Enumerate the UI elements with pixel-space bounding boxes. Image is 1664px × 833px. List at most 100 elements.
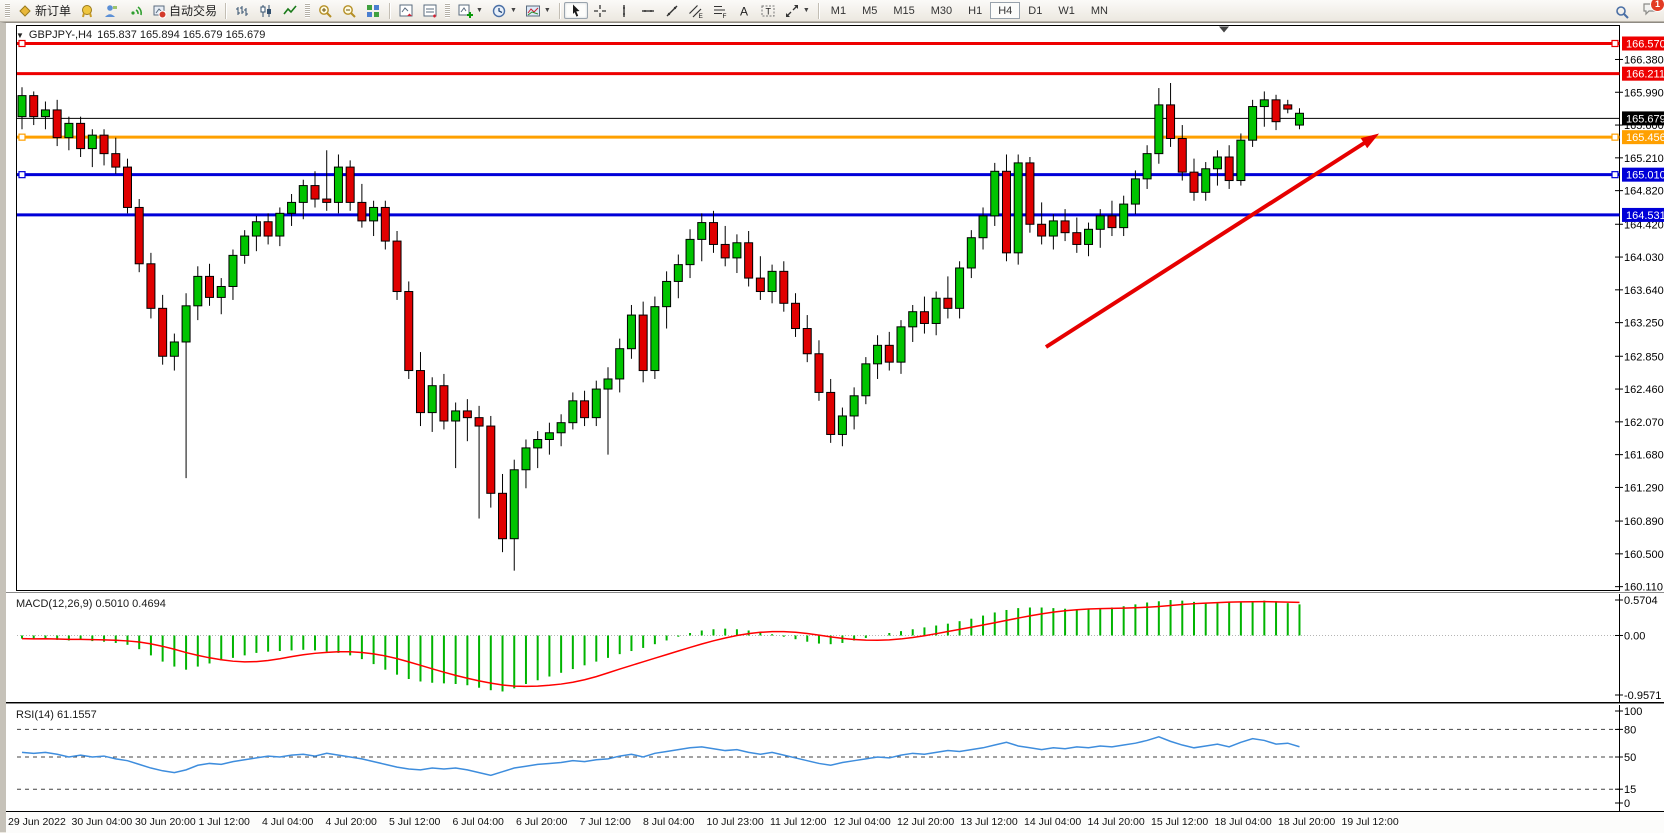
bars-icon <box>234 3 250 19</box>
time-tick-label: 11 Jul 12:00 <box>770 816 826 828</box>
line-handle[interactable] <box>1612 134 1618 140</box>
search-button[interactable] <box>1610 3 1634 20</box>
timeframe-m5-button[interactable]: M5 <box>854 2 885 19</box>
candle <box>358 202 366 220</box>
chevron-down-icon[interactable]: ▼ <box>803 7 810 14</box>
indicator-window-button[interactable] <box>394 2 418 19</box>
timeframe-mn-button[interactable]: MN <box>1083 2 1116 19</box>
arrows-button[interactable]: ▼ <box>780 2 814 19</box>
cursor-button[interactable] <box>564 2 588 19</box>
toolbar-separator <box>559 3 560 19</box>
candle <box>147 264 155 309</box>
main-chart-canvas[interactable]: 166.380165.990165.600165.210164.820164.4… <box>6 23 1664 592</box>
line-chart-button[interactable] <box>278 2 302 19</box>
candle <box>206 276 214 297</box>
candlestick-chart-button[interactable] <box>254 2 278 19</box>
candle <box>393 241 401 291</box>
horizontal-line-button[interactable] <box>636 2 660 19</box>
toolbar-grip <box>5 3 10 18</box>
gold-seal-icon-button[interactable] <box>75 2 99 19</box>
chevron-down-icon[interactable]: ▼ <box>510 7 517 14</box>
timeframe-h1-button[interactable]: H1 <box>960 2 990 19</box>
new-order-button-label: 新订单 <box>35 2 71 19</box>
macd-axis-label: 0.00 <box>1624 630 1645 642</box>
candle <box>815 354 823 393</box>
candle <box>416 371 424 413</box>
equidistant-channel-button[interactable]: E <box>684 2 708 19</box>
template-menu-button[interactable]: ▼ <box>521 2 555 19</box>
text-button[interactable]: A <box>732 2 756 19</box>
line-handle[interactable] <box>19 172 25 178</box>
time-tick-label: 18 Jul 04:00 <box>1215 816 1272 828</box>
notifications-button[interactable]: 1 <box>1642 1 1658 22</box>
time-tick-label: 4 Jul 20:00 <box>326 816 377 828</box>
chevron-down-icon[interactable]: ▼ <box>544 7 551 14</box>
chevron-down-icon[interactable]: ▼ <box>476 7 483 14</box>
time-tick-label: 13 Jul 12:00 <box>961 816 1018 828</box>
zoom-out-button[interactable] <box>337 2 361 19</box>
autotrading-button[interactable]: 自动交易 <box>147 2 221 19</box>
tiles-icon <box>365 3 381 19</box>
zoom-in-button[interactable] <box>313 2 337 19</box>
candle <box>381 207 389 241</box>
trendline-button[interactable] <box>660 2 684 19</box>
fibonacci-button[interactable]: F <box>708 2 732 19</box>
tile-windows-button[interactable] <box>361 2 385 19</box>
bar-chart-button[interactable] <box>230 2 254 19</box>
timeframe-w1-button[interactable]: W1 <box>1050 2 1083 19</box>
price-tick-label: 163.640 <box>1624 285 1664 297</box>
time-tick-label: 15 Jul 12:00 <box>1151 816 1208 828</box>
profile-chart-icon-button[interactable] <box>99 2 123 19</box>
candle <box>463 411 471 418</box>
line-handle[interactable] <box>1612 172 1618 178</box>
candle <box>1155 105 1163 154</box>
timeframe-m15-button[interactable]: M15 <box>885 2 922 19</box>
text-label-button[interactable]: T <box>756 2 780 19</box>
candle <box>1167 105 1175 139</box>
candle <box>745 243 753 278</box>
timeframe-m30-button[interactable]: M30 <box>923 2 960 19</box>
timeframe-d1-button[interactable]: D1 <box>1020 2 1050 19</box>
indwin2-icon <box>422 3 438 19</box>
candle <box>1061 221 1069 233</box>
chart-window[interactable]: ▼ GBPJPY-,H4 165.837 165.894 165.679 165… <box>0 22 1664 832</box>
candle <box>885 345 893 362</box>
trendline-icon <box>664 3 680 19</box>
price-tick-label: 162.460 <box>1624 384 1664 396</box>
line-handle[interactable] <box>1612 40 1618 46</box>
candle <box>1108 216 1116 228</box>
line-handle[interactable] <box>19 134 25 140</box>
candle <box>123 167 131 207</box>
period-menu-button[interactable]: ▼ <box>487 2 521 19</box>
timeframe-m1-button[interactable]: M1 <box>823 2 854 19</box>
price-tick-label: 161.680 <box>1624 450 1664 462</box>
new-order-button[interactable]: 新订单 <box>13 2 75 19</box>
macd-axis-label: -0.9571 <box>1624 690 1661 702</box>
chart-title[interactable]: ▼ GBPJPY-,H4 165.837 165.894 165.679 165… <box>16 29 265 41</box>
price-tick-label: 162.070 <box>1624 417 1664 429</box>
candle <box>370 207 378 220</box>
timeframe-h4-button[interactable]: H4 <box>990 2 1020 19</box>
crosshair-button[interactable] <box>588 2 612 19</box>
indicator-list-button[interactable] <box>418 2 442 19</box>
new-chart-button[interactable]: ▼ <box>453 2 487 19</box>
candle <box>1237 140 1245 180</box>
signals-icon-button[interactable] <box>123 2 147 19</box>
line-handle[interactable] <box>19 40 25 46</box>
candle <box>1073 233 1081 245</box>
candle <box>452 411 460 421</box>
candle <box>1085 229 1093 244</box>
goldseal-icon <box>79 3 95 19</box>
chart-dropdown-icon[interactable]: ▼ <box>16 31 24 40</box>
candle <box>616 349 624 379</box>
linechart-icon <box>282 3 298 19</box>
zoomout-icon <box>341 3 357 19</box>
candle <box>311 186 319 199</box>
toolbar-grip <box>305 3 310 18</box>
svg-text:T: T <box>765 6 771 16</box>
vertical-line-button[interactable] <box>612 2 636 19</box>
